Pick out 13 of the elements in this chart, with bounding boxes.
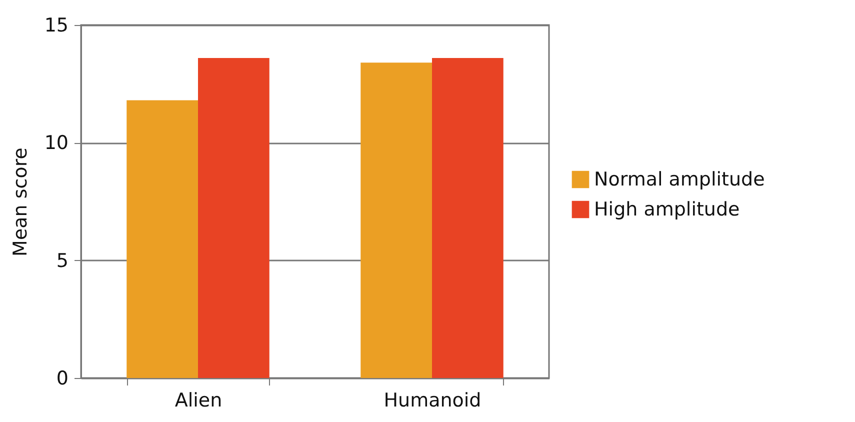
y-tick-label: 15 bbox=[44, 14, 68, 36]
y-tick-label: 0 bbox=[56, 368, 68, 390]
y-tick-label: 10 bbox=[44, 132, 68, 154]
bar bbox=[198, 58, 270, 378]
legend-label: Normal amplitude bbox=[594, 168, 765, 190]
x-tick-label: Humanoid bbox=[384, 390, 482, 412]
bar bbox=[360, 62, 432, 378]
bar bbox=[126, 100, 198, 378]
legend-label: High amplitude bbox=[594, 198, 740, 220]
y-axis-title: Mean score bbox=[9, 148, 32, 256]
x-tick-label: Alien bbox=[174, 390, 222, 412]
bar bbox=[432, 58, 504, 378]
y-tick-label: 5 bbox=[56, 250, 68, 272]
